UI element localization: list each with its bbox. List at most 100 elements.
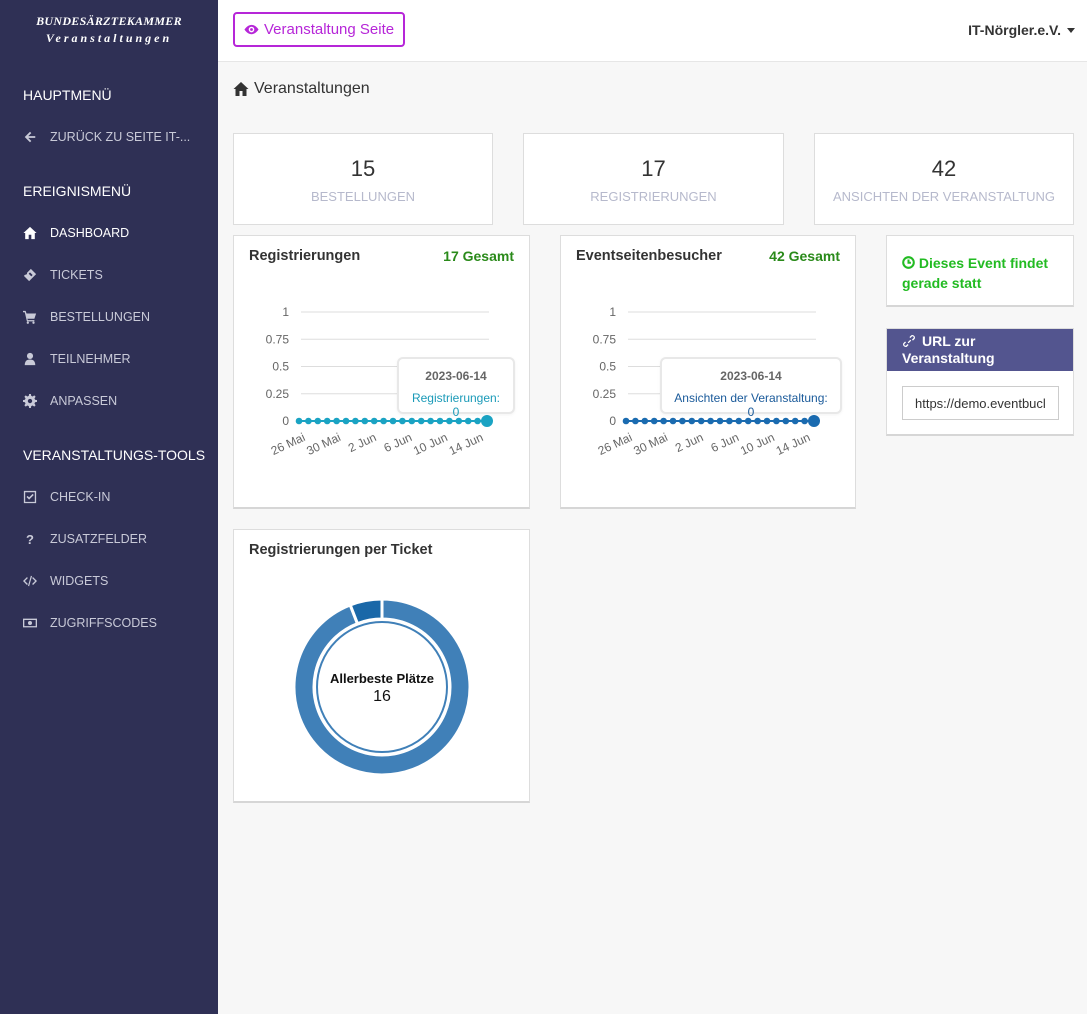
y-tick-label: 0: [282, 414, 289, 428]
live-status-box: Dieses Event findet gerade statt: [886, 235, 1074, 307]
tickets-donut-chart[interactable]: [234, 530, 531, 802]
data-point[interactable]: [446, 417, 453, 425]
data-point[interactable]: [333, 417, 340, 425]
chart-tooltip: 2023-06-14 Registrierungen: 0: [397, 357, 515, 419]
tooltip-date: 2023-06-14: [720, 369, 782, 383]
data-point[interactable]: [464, 417, 472, 425]
data-point[interactable]: [474, 417, 481, 425]
data-point[interactable]: [801, 417, 808, 425]
y-tick-label: 0.25: [266, 387, 290, 401]
sidebar-item-tickets[interactable]: TICKETS: [0, 263, 218, 287]
sidebar-item-label: CHECK-IN: [50, 490, 111, 504]
data-point[interactable]: [669, 417, 677, 425]
y-tick-label: 0.5: [599, 360, 616, 374]
data-point[interactable]: [352, 417, 359, 425]
chart-tooltip: 2023-06-14 Ansichten der Veranstaltung: …: [660, 357, 842, 419]
data-point[interactable]: [716, 417, 724, 425]
panel-title: Eventseitenbesucher: [576, 248, 722, 264]
sidebar-item-checkin[interactable]: CHECK-IN: [0, 485, 218, 509]
tooltip-value: Registrierungen: 0: [411, 391, 501, 419]
y-tick-label: 0.5: [272, 360, 289, 374]
data-point[interactable]: [782, 417, 790, 425]
panel-title: Registrierungen: [249, 248, 361, 264]
stat-registrations: 17 REGISTRIERUNGEN: [523, 133, 784, 225]
logo-line2: Veranstaltungen: [45, 31, 173, 45]
x-tick-label: 14 Jun: [447, 430, 486, 458]
data-point[interactable]: [688, 417, 696, 425]
stat-views: 42 ANSICHTEN DER VERANSTALTUNG: [814, 133, 1074, 225]
data-point[interactable]: [481, 415, 493, 427]
home-icon: [233, 82, 249, 96]
sidebar-item-extra-fields[interactable]: ? ZUSATZFELDER: [0, 527, 218, 551]
org-dropdown[interactable]: IT-Nörgler.e.V.: [968, 22, 1075, 38]
data-point[interactable]: [650, 417, 658, 425]
data-point[interactable]: [763, 417, 771, 425]
y-tick-label: 1: [609, 305, 616, 319]
data-point[interactable]: [754, 417, 761, 425]
data-point[interactable]: [305, 417, 312, 425]
data-point[interactable]: [735, 417, 743, 425]
event-url-input[interactable]: [902, 386, 1059, 420]
sidebar-item-back[interactable]: ZURÜCK ZU SEITE IT-...: [0, 125, 218, 149]
data-point[interactable]: [744, 417, 752, 425]
sidebar-item-widgets[interactable]: WIDGETS: [0, 569, 218, 593]
data-point[interactable]: [622, 417, 630, 425]
data-point[interactable]: [679, 417, 686, 425]
donut-inner-ring: [316, 621, 448, 753]
panel-total: 17 Gesamt: [443, 248, 514, 264]
event-menu-heading: EREIGNISMENÜ: [23, 183, 132, 199]
code-icon: [22, 573, 38, 589]
data-point[interactable]: [408, 417, 416, 425]
arrow-left-icon: [22, 129, 38, 145]
data-point[interactable]: [295, 417, 303, 425]
sidebar-item-label: TEILNEHMER: [50, 352, 131, 366]
data-point[interactable]: [436, 417, 444, 425]
data-point[interactable]: [380, 417, 387, 425]
tooltip-value: Ansichten der Veranstaltung: 0: [674, 391, 828, 419]
donut-slice[interactable]: [348, 597, 384, 626]
data-point[interactable]: [791, 417, 799, 425]
sidebar-item-customize[interactable]: ANPASSEN: [0, 389, 218, 413]
data-point[interactable]: [389, 417, 397, 425]
data-point[interactable]: [726, 417, 733, 425]
stat-orders: 15 BESTELLUNGEN: [233, 133, 493, 225]
y-tick-label: 0.75: [593, 332, 617, 346]
y-tick-label: 0.25: [593, 387, 617, 401]
x-tick-label: 30 Mai: [631, 430, 670, 458]
tooltip-date: 2023-06-14: [425, 369, 487, 383]
event-page-button[interactable]: Veranstaltung Seite: [233, 12, 406, 47]
data-point[interactable]: [697, 417, 705, 425]
sidebar-item-access-codes[interactable]: ZUGRIFFSCODES: [0, 611, 218, 635]
data-point[interactable]: [660, 417, 667, 425]
sidebar-item-attendees[interactable]: TEILNEHMER: [0, 347, 218, 371]
data-point[interactable]: [808, 415, 820, 427]
event-url-panel: URL zur Veranstaltung: [886, 328, 1074, 436]
logo[interactable]: BUNDESÄRZTEKAMMER Veranstaltungen: [0, 0, 218, 62]
data-point[interactable]: [361, 417, 369, 425]
data-point[interactable]: [455, 417, 463, 425]
data-point[interactable]: [641, 417, 649, 425]
donut-slice[interactable]: [292, 597, 472, 777]
stat-label: BESTELLUNGEN: [310, 189, 416, 204]
sidebar-item-orders[interactable]: BESTELLUNGEN: [0, 305, 218, 329]
data-point[interactable]: [314, 417, 322, 425]
tools-heading: VERANSTALTUNGS-TOOLS: [23, 447, 206, 463]
data-point[interactable]: [399, 417, 406, 425]
data-point[interactable]: [427, 417, 434, 425]
link-icon: [903, 335, 915, 347]
data-point[interactable]: [417, 417, 425, 425]
sidebar-item-label: WIDGETS: [50, 574, 109, 588]
data-point[interactable]: [342, 417, 350, 425]
data-point[interactable]: [323, 417, 331, 425]
x-tick-label: 10 Jun: [411, 430, 450, 458]
data-point[interactable]: [773, 417, 780, 425]
org-name: IT-Nörgler.e.V.: [968, 22, 1061, 38]
user-icon: [22, 351, 38, 367]
data-point[interactable]: [370, 417, 378, 425]
data-point[interactable]: [632, 417, 639, 425]
data-point[interactable]: [707, 417, 714, 425]
sidebar-item-dashboard[interactable]: DASHBOARD: [0, 221, 218, 245]
checkbox-icon: [22, 489, 38, 505]
